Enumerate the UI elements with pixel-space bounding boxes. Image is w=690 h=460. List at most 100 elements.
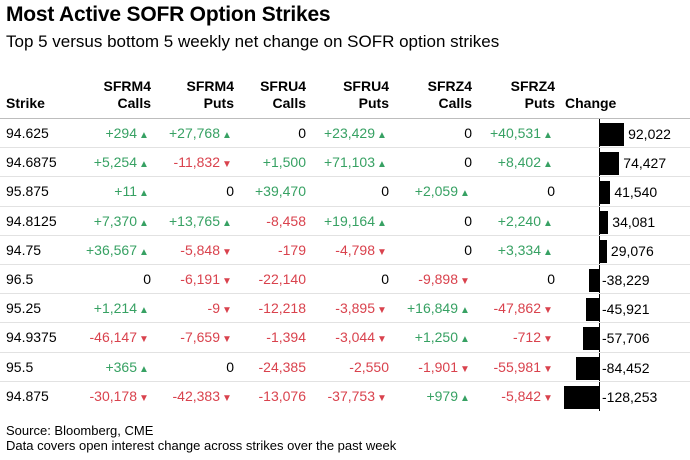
- column-header-line2: Strike: [6, 95, 45, 111]
- up-triangle-icon: ▲: [543, 217, 553, 229]
- column-header: SFRU4 Puts: [289, 78, 389, 112]
- strike-value: 96.5: [6, 271, 34, 287]
- table-cell: -46,147: [89, 329, 137, 346]
- change-label: 74,427: [623, 155, 667, 172]
- down-triangle-icon: ▼: [543, 305, 553, 317]
- change-bar: [599, 239, 607, 263]
- table-cell: +19,164: [324, 212, 375, 229]
- column-header: SFRM4 Calls: [51, 78, 151, 112]
- column-header-line2: Calls: [438, 95, 472, 111]
- column-header-line1: SFRM4: [103, 78, 151, 94]
- up-triangle-icon: ▲: [543, 246, 553, 258]
- strike-value: 95.5: [6, 358, 34, 375]
- strike-value: 94.625: [6, 125, 49, 141]
- down-triangle-icon: ▼: [222, 159, 232, 171]
- table-cell: +27,768: [169, 125, 220, 141]
- column-header: SFRZ4 Puts: [455, 78, 555, 112]
- change-label: 29,076: [610, 242, 654, 259]
- strike-value: 94.6875: [6, 154, 57, 171]
- up-triangle-icon: ▲: [460, 334, 470, 346]
- table-cell: +36,567: [86, 241, 137, 258]
- row-divider: [0, 264, 690, 265]
- change-bar: [599, 123, 625, 146]
- down-triangle-icon: ▼: [377, 334, 387, 346]
- down-triangle-icon: ▼: [543, 334, 553, 346]
- table-cell: +294: [105, 125, 137, 141]
- change-bar: [583, 327, 599, 351]
- change-label: 92,022: [628, 126, 671, 142]
- down-triangle-icon: ▼: [460, 363, 470, 375]
- up-triangle-icon: ▲: [139, 130, 149, 141]
- up-triangle-icon: ▲: [139, 246, 149, 258]
- table-cell: 0: [226, 358, 234, 375]
- up-triangle-icon: ▲: [377, 159, 387, 171]
- table-cell: -55,981: [493, 358, 541, 375]
- up-triangle-icon: ▲: [139, 159, 149, 171]
- chart-title: Most Active SOFR Option Strikes: [6, 3, 331, 26]
- table-cell: -179: [277, 241, 306, 258]
- strike-value: 94.8125: [6, 212, 57, 229]
- table-cell: -712: [512, 329, 541, 346]
- table-cell: 0: [226, 183, 234, 200]
- table-cell: 0: [298, 125, 306, 141]
- table-cell: +1,500: [262, 154, 306, 171]
- change-label: 34,081: [612, 213, 656, 230]
- row-divider: [0, 176, 690, 178]
- row-divider: [0, 205, 690, 207]
- up-triangle-icon: ▲: [222, 130, 232, 141]
- table-cell: -4,798: [335, 241, 375, 258]
- row-divider: [0, 147, 690, 149]
- up-triangle-icon: ▲: [139, 305, 149, 317]
- data-note: Data covers open interest change across …: [6, 438, 397, 453]
- column-header-line2: Calls: [117, 95, 151, 111]
- table-cell: -37,753: [327, 387, 375, 404]
- down-triangle-icon: ▼: [222, 305, 232, 317]
- down-triangle-icon: ▼: [377, 392, 387, 404]
- table-cell: +16,849: [407, 300, 458, 317]
- table-cell: -5,842: [501, 387, 541, 404]
- change-label: -38,229: [602, 272, 650, 288]
- table-cell: -2,550: [349, 358, 389, 375]
- table-cell: +2,240: [497, 212, 541, 229]
- up-triangle-icon: ▲: [460, 392, 470, 404]
- down-triangle-icon: ▼: [543, 392, 553, 404]
- column-header-line1: SFRM4: [186, 78, 234, 94]
- up-triangle-icon: ▲: [139, 217, 149, 229]
- up-triangle-icon: ▲: [377, 130, 387, 141]
- change-label: -84,452: [602, 359, 650, 376]
- zero-axis: [599, 119, 600, 411]
- table-cell: 0: [547, 183, 555, 200]
- table-cell: +2,059: [414, 183, 458, 200]
- chart-subtitle: Top 5 versus bottom 5 weekly net change …: [6, 32, 500, 51]
- table-cell: -8,458: [266, 212, 306, 229]
- down-triangle-icon: ▼: [222, 276, 232, 287]
- up-triangle-icon: ▲: [139, 363, 149, 375]
- change-label: -128,253: [602, 388, 658, 405]
- strike-value: 95.875: [6, 183, 49, 200]
- down-triangle-icon: ▼: [377, 246, 387, 258]
- table-cell: -13,076: [258, 387, 306, 404]
- column-header: SFRM4 Puts: [134, 78, 234, 112]
- column-header: Strike: [6, 95, 45, 112]
- change-bar: [586, 298, 599, 322]
- table-cell: +3,334: [497, 241, 541, 258]
- down-triangle-icon: ▼: [377, 305, 387, 317]
- table-cell: 0: [143, 271, 151, 287]
- change-label: -45,921: [602, 301, 650, 318]
- strike-value: 95.25: [6, 300, 42, 317]
- change-bar: [575, 356, 599, 380]
- table-cell: +11: [114, 183, 137, 200]
- header-divider: [0, 118, 690, 119]
- row-divider: [0, 234, 690, 236]
- table-cell: +39,470: [255, 183, 306, 200]
- table-cell: -7,659: [180, 329, 220, 346]
- table-cell: -1,394: [266, 329, 306, 346]
- change-bar: [599, 181, 611, 205]
- row-divider: [0, 351, 690, 353]
- column-header-line2: Calls: [272, 95, 306, 111]
- up-triangle-icon: ▲: [139, 188, 149, 200]
- table-cell: 0: [464, 212, 472, 229]
- table-cell: -22,140: [258, 271, 306, 287]
- table-cell: +5,254: [93, 154, 137, 171]
- table-cell: -12,218: [258, 300, 306, 317]
